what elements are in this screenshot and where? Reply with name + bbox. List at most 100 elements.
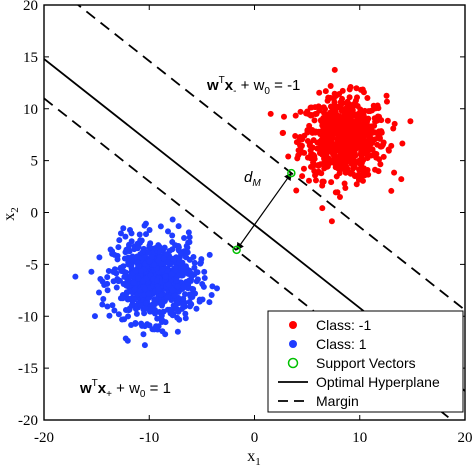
data-point: [145, 290, 152, 297]
data-point: [126, 226, 133, 233]
legend-item: Optimal Hyperplane: [278, 374, 440, 390]
data-point: [208, 292, 215, 299]
data-point: [182, 291, 189, 298]
data-point: [194, 276, 201, 283]
data-point: [125, 295, 132, 302]
data-point: [144, 321, 151, 328]
legend-label: Optimal Hyperplane: [316, 374, 440, 390]
data-point: [122, 249, 129, 256]
axes: -20 -10 0 10 20 -20 -15 -10 -5 0 5 10 15 20: [18, 0, 473, 446]
y-tick-label: 15: [23, 50, 38, 66]
data-point: [155, 286, 162, 293]
data-point: [315, 168, 322, 175]
data-point: [135, 275, 142, 282]
legend-item: Margin: [278, 393, 359, 409]
data-point: [125, 261, 132, 268]
data-point: [321, 119, 328, 126]
data-point: [320, 104, 327, 111]
data-point: [196, 298, 203, 305]
legend-label: Class: -1: [316, 317, 371, 333]
data-point: [349, 170, 356, 177]
data-point: [209, 283, 216, 290]
data-point: [317, 130, 324, 137]
data-point: [335, 133, 342, 140]
y-tick-label: -5: [26, 257, 39, 273]
data-point: [376, 134, 383, 141]
data-point: [374, 113, 381, 120]
data-point: [355, 172, 362, 179]
data-point: [128, 257, 135, 264]
data-point: [346, 94, 353, 101]
margin-line: [76, 5, 465, 311]
data-point: [97, 276, 104, 283]
data-point: [182, 310, 189, 317]
data-point: [346, 157, 353, 164]
data-point: [133, 291, 140, 298]
data-point: [111, 266, 118, 273]
data-point: [104, 287, 111, 294]
data-point: [206, 299, 213, 306]
legend-label: Margin: [316, 393, 359, 409]
data-point: [380, 153, 387, 160]
data-point: [305, 177, 312, 184]
data-point: [295, 147, 302, 154]
data-point: [391, 169, 398, 176]
data-point: [121, 273, 128, 280]
data-point: [132, 267, 139, 274]
data-point: [104, 274, 111, 281]
data-point: [169, 287, 176, 294]
data-point: [307, 104, 314, 111]
y-tick-label: 20: [23, 0, 38, 14]
data-point: [296, 142, 303, 149]
data-point: [155, 257, 162, 264]
data-point: [186, 234, 193, 241]
data-point: [292, 133, 299, 140]
data-point: [104, 280, 111, 287]
data-point: [119, 316, 126, 323]
data-point: [116, 237, 123, 244]
data-point: [359, 177, 366, 184]
lower-margin-equation: wTx+ + w0 = 1: [79, 378, 171, 400]
data-point: [137, 302, 144, 309]
data-point: [72, 273, 79, 280]
data-point: [321, 159, 328, 166]
data-point: [361, 116, 368, 123]
data-point: [341, 180, 348, 187]
data-point: [383, 92, 390, 99]
data-point: [99, 301, 106, 308]
data-point: [347, 84, 354, 91]
data-point: [162, 273, 169, 280]
data-point: [184, 244, 191, 251]
data-point: [334, 155, 341, 162]
data-point: [118, 268, 125, 275]
data-point: [372, 166, 379, 173]
data-point: [174, 328, 181, 335]
data-point: [311, 117, 318, 124]
y-tick-label: 0: [31, 206, 39, 222]
data-point: [388, 142, 395, 149]
data-point: [213, 285, 220, 292]
data-point: [133, 310, 140, 317]
data-point: [346, 147, 353, 154]
data-point: [191, 259, 198, 266]
data-point: [304, 127, 311, 134]
data-point: [357, 106, 364, 113]
data-point: [152, 296, 159, 303]
data-point: [119, 295, 126, 302]
data-point: [180, 265, 187, 272]
data-point: [314, 162, 321, 169]
data-point: [341, 114, 348, 121]
data-point: [193, 305, 200, 312]
data-point: [143, 231, 150, 238]
data-point: [365, 134, 372, 141]
data-point: [124, 337, 131, 344]
y-tick-label: -10: [18, 309, 38, 325]
data-point: [189, 291, 196, 298]
data-point: [360, 157, 367, 164]
x-tick-label: 10: [352, 430, 367, 446]
data-point: [159, 266, 166, 273]
support-vector-point: [232, 245, 241, 255]
data-point: [297, 108, 304, 115]
data-point: [349, 123, 356, 130]
data-point: [201, 268, 208, 275]
